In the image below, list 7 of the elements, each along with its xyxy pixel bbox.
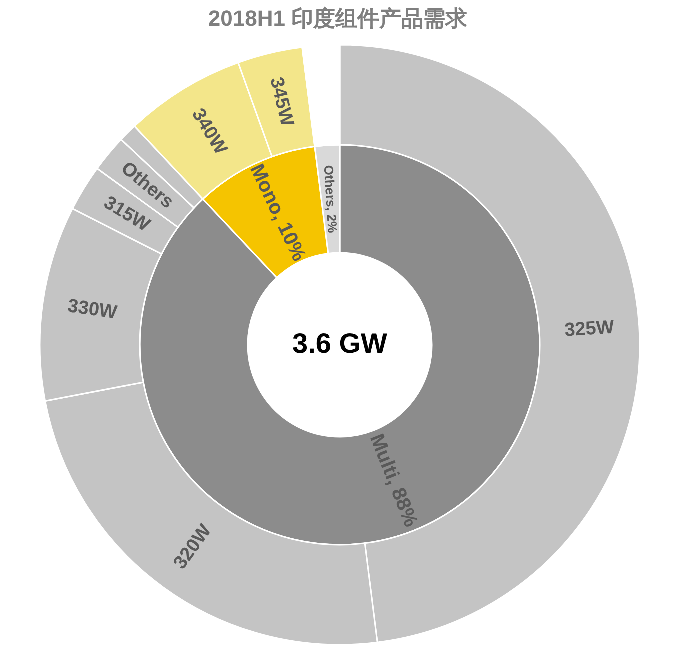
slice-label: Others, 2%: [321, 164, 340, 234]
slice-label: 330W: [66, 296, 119, 324]
text: 3.6 GW: [292, 328, 388, 359]
slice-label: Mono, 10%: [246, 160, 310, 266]
chart-title: 2018H1 印度组件产品需求: [208, 6, 469, 31]
slice-label: 325W: [564, 317, 615, 342]
slice-label: 345W: [266, 75, 298, 129]
